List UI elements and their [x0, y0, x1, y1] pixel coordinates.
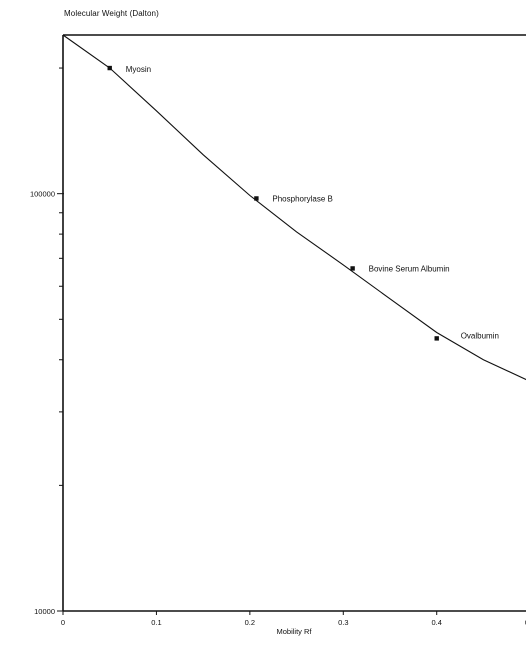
- data-point: [254, 196, 259, 201]
- axes: [62, 34, 526, 612]
- x-tick-label: 0.4: [431, 618, 441, 627]
- y-axis-title: Molecular Weight (Dalton): [64, 9, 159, 18]
- data-point: [434, 336, 439, 341]
- point-labels: Myosin Phosphorylase B Bovine Serum Albumi…: [126, 65, 499, 340]
- point-label: Bovine Serum Albumin: [369, 264, 450, 273]
- data-point: [350, 266, 355, 271]
- calibration-curve: [62, 34, 526, 381]
- x-tick-label: 0.3: [338, 618, 348, 627]
- point-label: Myosin: [126, 65, 151, 74]
- x-ticks: 00.10.20.30.40.50.60.7: [61, 611, 526, 627]
- y-tick-label: 10000: [34, 607, 55, 616]
- x-tick-label: 0: [61, 618, 65, 627]
- data-point: [107, 65, 112, 71]
- point-label: Ovalbumin: [461, 331, 499, 340]
- y-tick-label: 100000: [30, 190, 55, 199]
- x-tick-label: 0.2: [245, 618, 255, 627]
- point-label: Phosphorylase B: [272, 194, 332, 203]
- x-tick-label: 0.1: [151, 618, 161, 627]
- y-ticks: 100000 10000: [30, 67, 64, 616]
- x-tick-label: 0.5: [525, 618, 526, 627]
- data-points: [107, 65, 439, 341]
- x-axis-title: Mobility Rf: [276, 627, 312, 636]
